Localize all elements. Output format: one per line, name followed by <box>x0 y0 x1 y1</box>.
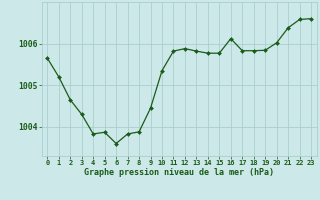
X-axis label: Graphe pression niveau de la mer (hPa): Graphe pression niveau de la mer (hPa) <box>84 168 274 177</box>
